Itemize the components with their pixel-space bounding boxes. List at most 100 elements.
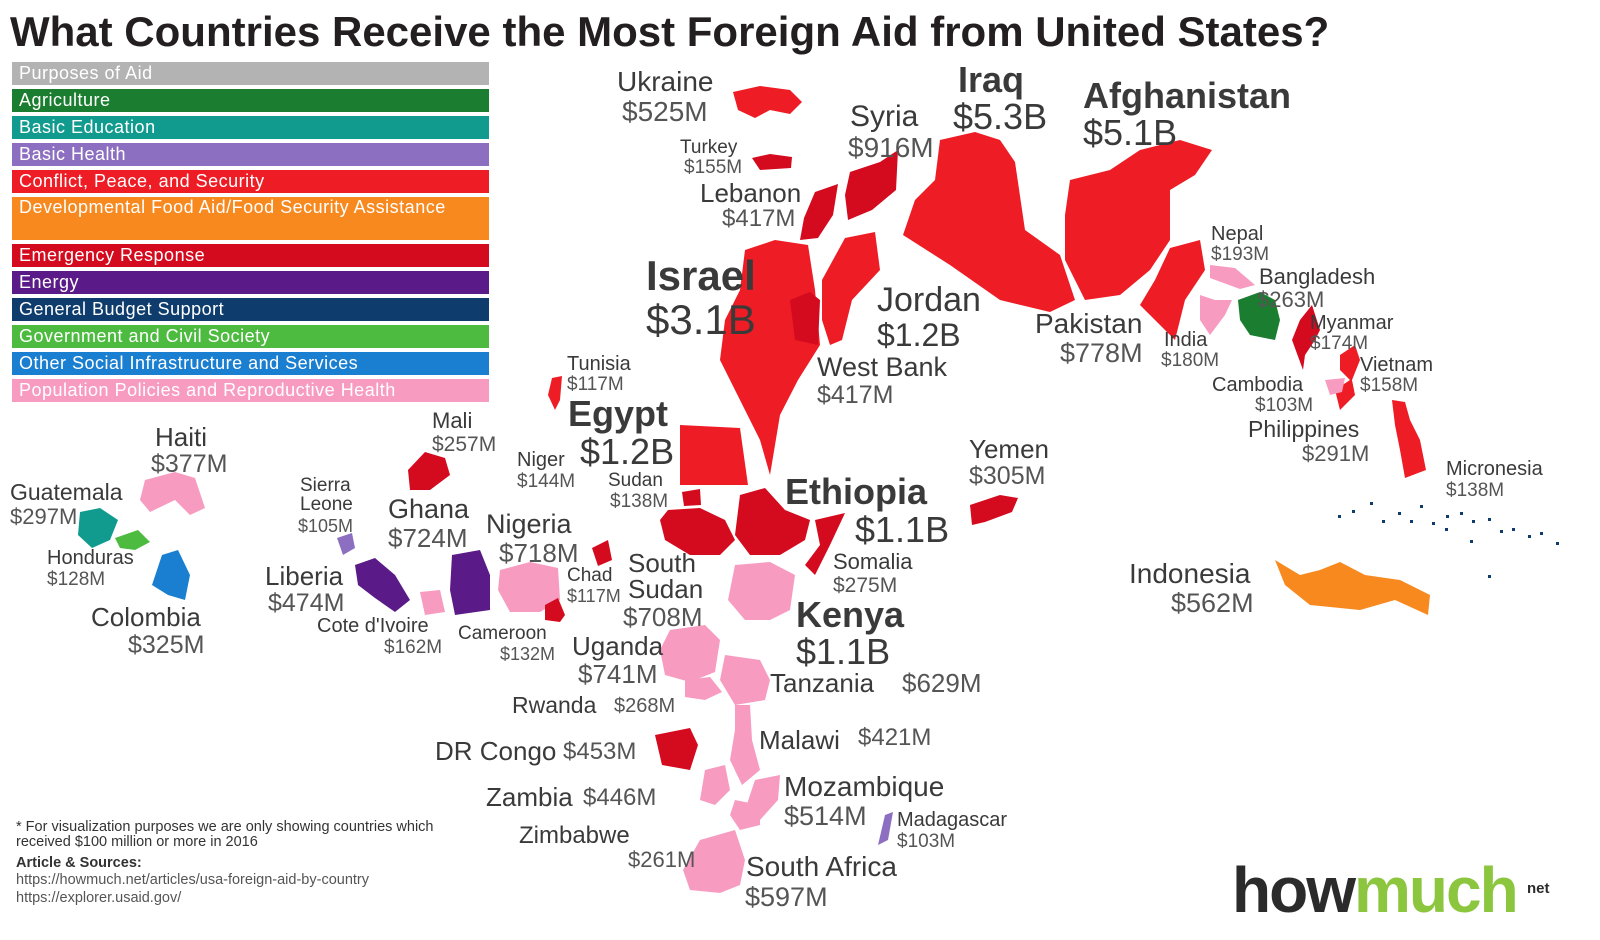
legend-item-energy: Energy — [12, 271, 489, 294]
country-shape-colombia — [152, 550, 190, 600]
country-name-ukraine: Ukraine — [617, 66, 714, 97]
country-shape-micronesia — [1460, 512, 1463, 515]
country-shape-turkey — [752, 154, 792, 170]
country-amount-niger: $144M — [517, 471, 576, 492]
logo-part: much — [1353, 854, 1519, 926]
country-amount-lebanon: $417M — [722, 205, 796, 232]
legend-item-budget: General Budget Support — [12, 298, 489, 321]
country-name-jordan: Jordan — [877, 281, 981, 319]
country-amount-israel: $3.1B — [646, 296, 756, 343]
country-shape-sierra-leone — [337, 533, 355, 555]
country-name-micronesia: Micronesia — [1446, 458, 1543, 480]
country-shape-zimbabwe — [730, 800, 760, 830]
country-shape-micronesia — [1410, 520, 1413, 523]
country-shape-cameroon — [545, 598, 565, 622]
country-shape-liberia — [355, 558, 410, 612]
country-name-sudan: Sudan — [608, 470, 663, 491]
country-name-cambodia: Cambodia — [1212, 374, 1304, 396]
country-shape-mali — [408, 452, 450, 490]
country-shape-malawi — [730, 705, 760, 785]
country-name-indonesia: Indonesia — [1129, 558, 1251, 589]
country-name-iraq: Iraq — [958, 59, 1025, 100]
country-name-tunisia: Tunisia — [567, 353, 631, 375]
country-shape-nigeria — [498, 562, 560, 612]
legend-item-conflict: Conflict, Peace, and Security — [12, 170, 489, 193]
country-name-turkey: Turkey — [680, 137, 738, 158]
country-amount-south-sudan: $708M — [623, 602, 703, 632]
country-shape-west-bank — [790, 292, 820, 345]
country-name-cote-d-ivoire: Cote d'Ivoire — [317, 615, 429, 637]
country-shape-lebanon — [800, 184, 838, 240]
country-shape-micronesia — [1382, 520, 1385, 523]
country-shape-egypt — [680, 425, 748, 485]
country-name-haiti: Haiti — [155, 422, 208, 452]
country-name-zimbabwe: Zimbabwe — [519, 822, 630, 849]
country-name-myanmar: Myanmar — [1310, 312, 1394, 334]
country-amount-guatemala: $297M — [10, 504, 78, 529]
country-shape-micronesia — [1338, 515, 1341, 518]
logo-suffix: net — [1527, 880, 1550, 897]
country-shape-indonesia — [1275, 560, 1430, 615]
country-shape-micronesia — [1488, 518, 1491, 521]
legend-item-education: Basic Education — [12, 116, 489, 139]
page-title: What Countries Receive the Most Foreign … — [10, 8, 1330, 55]
country-shape-india — [1200, 295, 1232, 335]
country-name-west-bank: West Bank — [817, 352, 948, 382]
country-amount-tunisia: $117M — [567, 374, 624, 395]
country-amount-honduras: $128M — [47, 569, 106, 590]
country-amount-dr-congo: $453M — [563, 738, 637, 765]
country-amount-zimbabwe: $261M — [628, 847, 696, 872]
country-name-nigeria: Nigeria — [486, 509, 572, 539]
country-name-egypt: Egypt — [568, 393, 669, 434]
country-shape-micronesia — [1488, 575, 1491, 578]
country-shape-tanzania — [720, 655, 770, 705]
country-amount-philippines: $291M — [1302, 441, 1370, 466]
country-amount-bangladesh: $263M — [1257, 287, 1325, 312]
country-amount-india: $180M — [1161, 350, 1220, 371]
country-amount-liberia: $474M — [268, 589, 345, 617]
country-shape-pakistan — [1140, 240, 1205, 340]
country-name-chad: Chad — [567, 565, 613, 586]
country-amount-uganda: $741M — [578, 659, 658, 689]
country-name-india: India — [1164, 329, 1208, 351]
country-amount-mozambique: $514M — [784, 801, 867, 831]
country-shape-micronesia — [1470, 540, 1473, 543]
country-name-yemen: Yemen — [969, 434, 1049, 464]
country-name-bangladesh: Bangladesh — [1259, 264, 1376, 289]
country-name-liberia: Liberia — [265, 561, 344, 591]
country-shape-micronesia — [1420, 505, 1423, 508]
country-name-south-africa: South Africa — [746, 851, 897, 882]
country-shape-dr-congo — [655, 728, 698, 770]
country-amount-nepal: $193M — [1211, 244, 1270, 265]
country-shape-micronesia — [1556, 542, 1559, 545]
country-name-sierra-leone: Sierra Leone — [300, 475, 353, 515]
country-name-afghanistan: Afghanistan — [1083, 75, 1292, 116]
country-amount-iraq: $5.3B — [953, 96, 1048, 137]
country-shape-madagascar — [878, 812, 893, 845]
country-amount-malawi: $421M — [858, 724, 932, 751]
country-name-syria: Syria — [850, 100, 919, 133]
country-amount-cameroon: $132M — [500, 644, 556, 664]
country-shape-philippines — [1392, 400, 1426, 478]
country-shape-afghanistan — [1065, 140, 1212, 300]
country-shape-micronesia — [1540, 532, 1543, 535]
country-amount-sierra-leone: $105M — [298, 516, 354, 536]
country-name-philippines: Philippines — [1248, 416, 1360, 442]
country-shape-micronesia — [1352, 510, 1355, 513]
country-shape-myanmar — [1292, 305, 1320, 370]
country-shape-haiti — [140, 472, 205, 515]
country-shape-zambia — [700, 765, 730, 805]
country-name-guatemala: Guatemala — [10, 479, 123, 505]
country-shape-ethiopia — [735, 488, 810, 555]
country-shape-iraq — [903, 132, 1075, 312]
source-link[interactable]: https://explorer.usaid.gov/ — [16, 890, 182, 906]
country-amount-jordan: $1.2B — [877, 317, 961, 353]
country-name-vietnam: Vietnam — [1360, 354, 1434, 376]
country-name-mali: Mali — [432, 408, 473, 433]
country-shape-somalia — [805, 513, 845, 575]
country-shape-nepal — [1210, 265, 1255, 289]
source-link[interactable]: https://howmuch.net/articles/usa-foreign… — [16, 872, 369, 888]
country-shape-micronesia — [1528, 535, 1531, 538]
country-shape-ukraine — [733, 86, 802, 118]
